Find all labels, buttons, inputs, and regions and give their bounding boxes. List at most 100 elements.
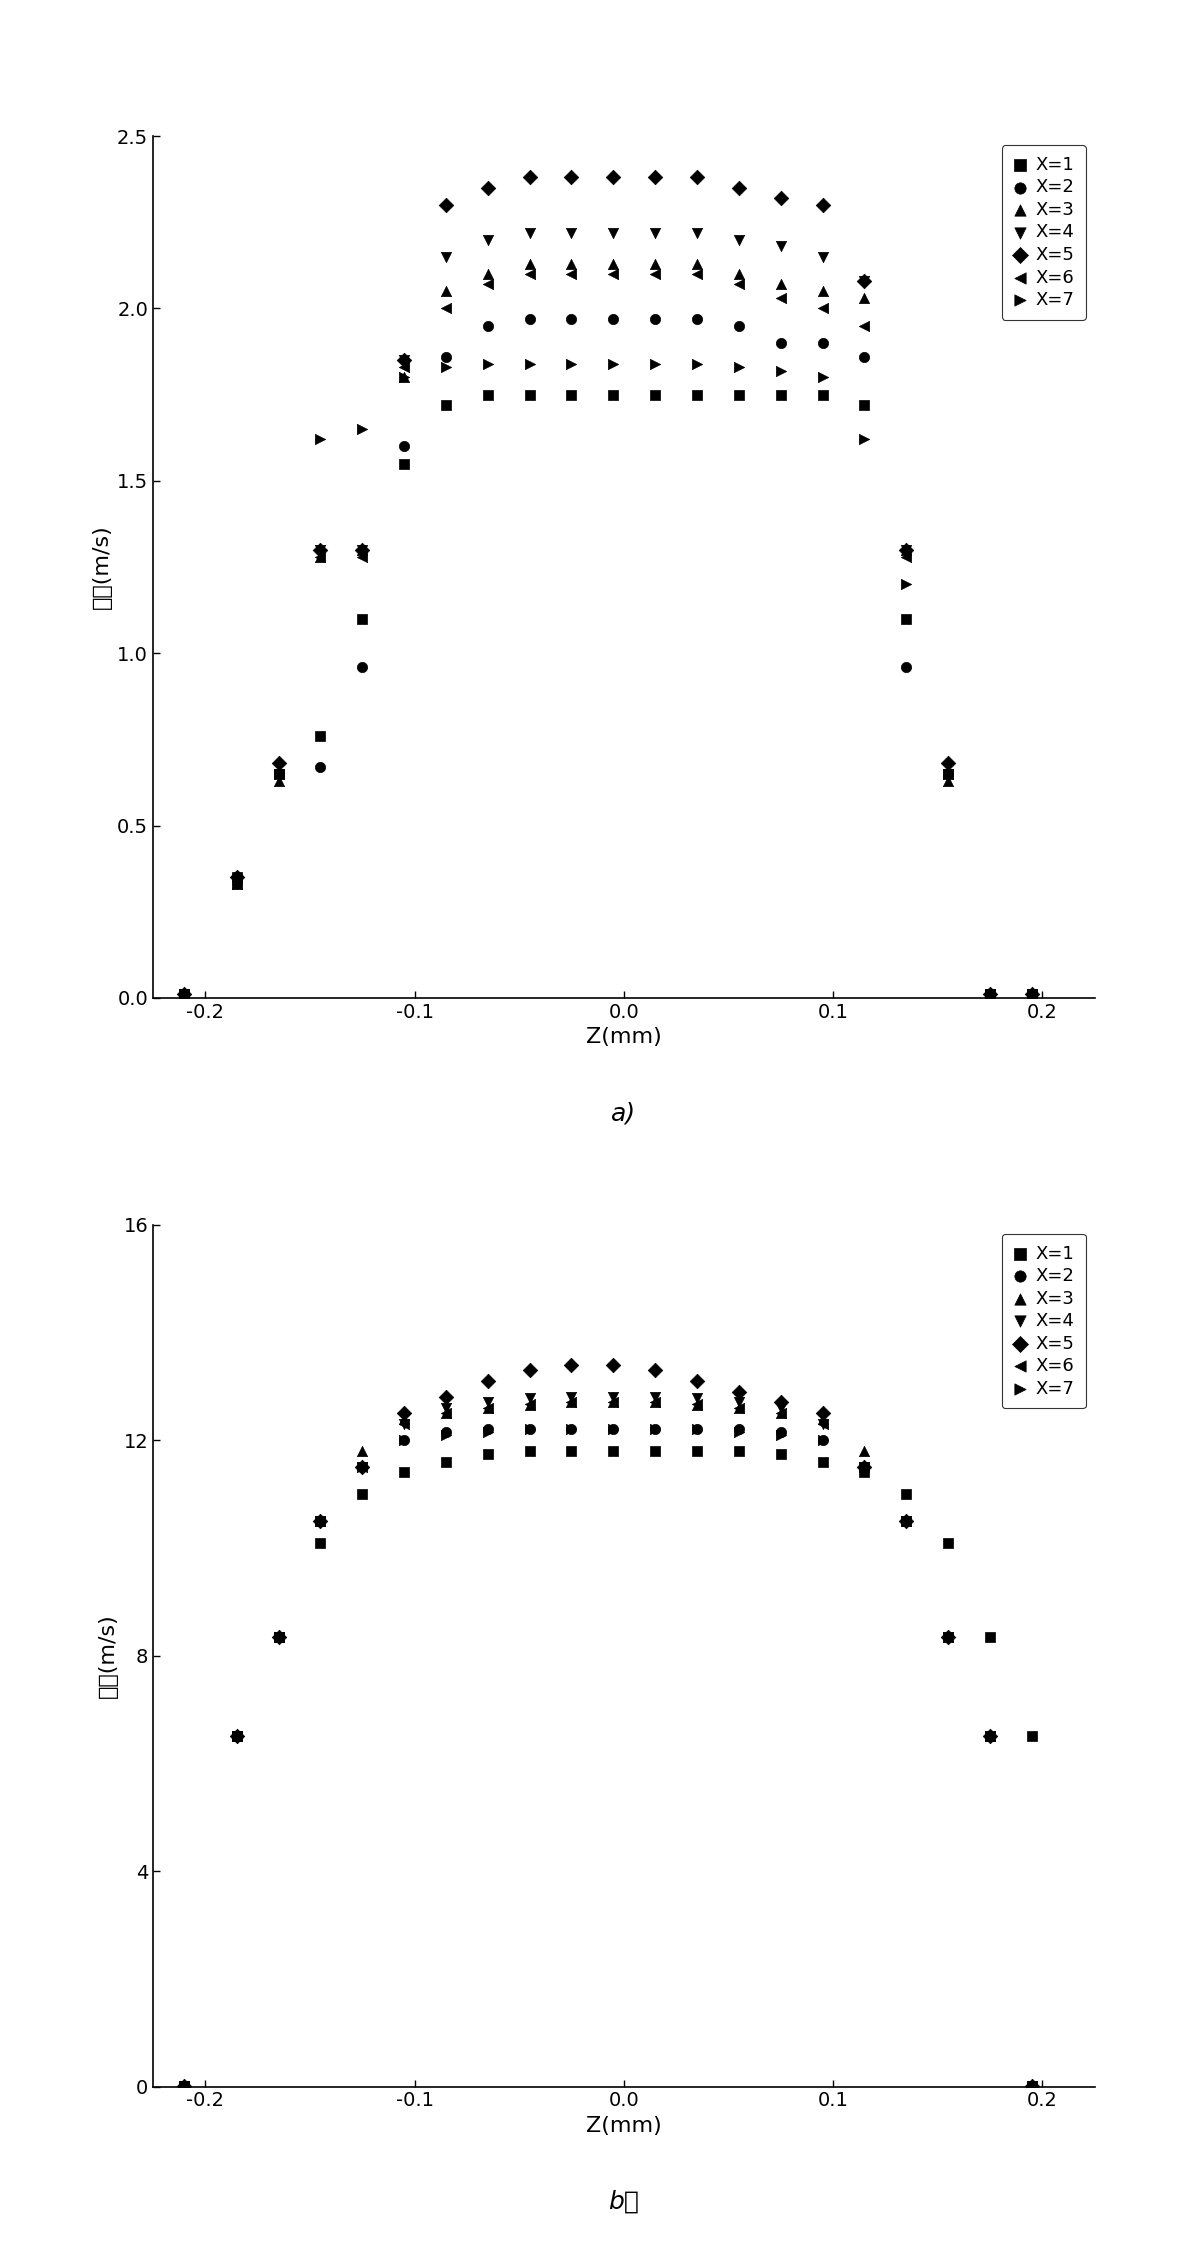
- X=1: [897, 1476, 916, 1513]
- X=5: [771, 179, 790, 215]
- X=1: [563, 376, 581, 413]
- X=3: [175, 975, 194, 1012]
- X=4: [980, 1719, 999, 1755]
- X=5: [771, 1383, 790, 1420]
- X=6: [394, 349, 413, 386]
- X=5: [939, 1619, 958, 1656]
- X=7: [771, 352, 790, 388]
- X=3: [394, 358, 413, 395]
- X=4: [437, 238, 455, 274]
- X=2: [394, 1422, 413, 1458]
- X=1: [311, 717, 330, 753]
- X=6: [730, 265, 749, 302]
- X=6: [855, 308, 873, 345]
- X=1: [730, 376, 749, 413]
- X=1: [687, 376, 706, 413]
- X=1: [270, 755, 288, 792]
- X=1: [478, 1436, 497, 1472]
- X=3: [687, 245, 706, 281]
- X=4: [437, 1390, 455, 1427]
- X=5: [437, 1379, 455, 1415]
- X=2: [353, 1449, 372, 1486]
- X=5: [604, 159, 623, 195]
- X=3: [478, 1390, 497, 1427]
- X=5: [227, 860, 246, 896]
- X=7: [730, 1413, 749, 1449]
- X=7: [394, 358, 413, 395]
- X=2: [437, 338, 455, 374]
- X=1: [227, 860, 246, 896]
- X=6: [520, 1386, 539, 1422]
- X=2: [855, 338, 873, 374]
- X=6: [270, 755, 288, 792]
- X=3: [437, 272, 455, 308]
- X=6: [227, 1719, 246, 1755]
- X=4: [855, 1449, 873, 1486]
- X=1: [394, 445, 413, 481]
- X=6: [175, 975, 194, 1012]
- X=3: [771, 1395, 790, 1431]
- X=1: [270, 1619, 288, 1656]
- X=5: [520, 159, 539, 195]
- X=4: [227, 1719, 246, 1755]
- X=7: [813, 358, 832, 395]
- X=3: [646, 1383, 665, 1420]
- X=4: [646, 215, 665, 252]
- X=2: [687, 302, 706, 338]
- X=2: [813, 1422, 832, 1458]
- X=3: [311, 538, 330, 574]
- X-axis label: Z(mm): Z(mm): [586, 2116, 661, 2136]
- X=5: [1023, 2068, 1042, 2105]
- X=5: [855, 263, 873, 299]
- X=1: [980, 1619, 999, 1656]
- X=1: [353, 1476, 372, 1513]
- X=6: [604, 256, 623, 293]
- X=7: [897, 567, 916, 603]
- X=3: [813, 1399, 832, 1438]
- X=2: [646, 1411, 665, 1447]
- X=4: [771, 1390, 790, 1427]
- X=3: [813, 272, 832, 308]
- X=7: [687, 345, 706, 381]
- X=4: [563, 215, 581, 252]
- X=6: [980, 975, 999, 1012]
- X=1: [437, 388, 455, 424]
- X=4: [270, 755, 288, 792]
- X=2: [437, 1413, 455, 1449]
- X=7: [980, 1719, 999, 1755]
- X=4: [520, 1379, 539, 1415]
- X=6: [1023, 2068, 1042, 2105]
- X=4: [604, 215, 623, 252]
- X=6: [646, 256, 665, 293]
- X=4: [520, 215, 539, 252]
- X=2: [1023, 2068, 1042, 2105]
- X=4: [1023, 975, 1042, 1012]
- X=3: [270, 1619, 288, 1656]
- X=1: [563, 1433, 581, 1470]
- X=1: [646, 1433, 665, 1470]
- X=5: [311, 1504, 330, 1540]
- X=5: [687, 1363, 706, 1399]
- X=7: [175, 2068, 194, 2105]
- X=3: [311, 1504, 330, 1540]
- X=6: [353, 1449, 372, 1486]
- X=1: [855, 388, 873, 424]
- X=1: [813, 376, 832, 413]
- X=2: [270, 1619, 288, 1656]
- Text: b）: b）: [609, 2191, 639, 2214]
- X=2: [227, 1719, 246, 1755]
- X=1: [604, 376, 623, 413]
- X=6: [227, 866, 246, 903]
- Y-axis label: 速度(m/s): 速度(m/s): [98, 1613, 118, 1699]
- Text: a): a): [611, 1102, 637, 1125]
- X=7: [1023, 2068, 1042, 2105]
- X=6: [687, 1386, 706, 1422]
- X=5: [520, 1352, 539, 1388]
- X=6: [771, 279, 790, 315]
- X=6: [563, 256, 581, 293]
- X=5: [353, 1449, 372, 1486]
- X=5: [175, 2068, 194, 2105]
- X=6: [897, 1504, 916, 1540]
- X=4: [175, 975, 194, 1012]
- X=4: [311, 1504, 330, 1540]
